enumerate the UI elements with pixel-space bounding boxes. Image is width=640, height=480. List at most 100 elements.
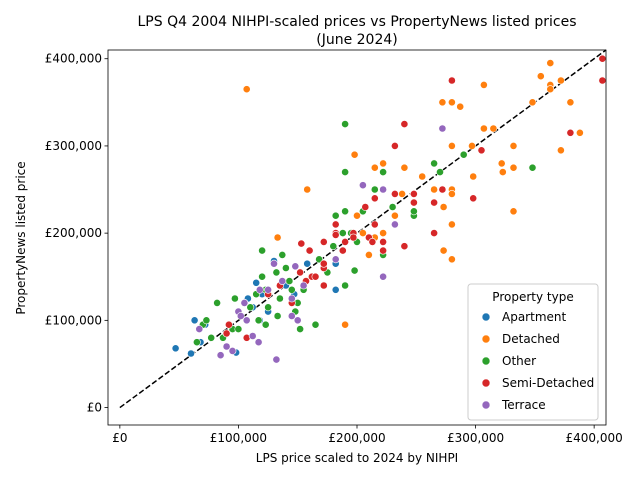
point-other-8: [230, 294, 239, 303]
x-tick-label-0: £0: [112, 431, 127, 445]
point-terrace-10: [255, 285, 264, 294]
point-detached-42: [546, 85, 555, 94]
point-other-13: [254, 316, 263, 325]
point-other-18: [264, 303, 272, 312]
point-other-31: [311, 320, 320, 329]
point-other-19: [272, 268, 281, 277]
point-other-25: [287, 285, 296, 294]
point-detached-33: [497, 159, 506, 168]
point-other-20: [273, 312, 282, 320]
point-semi-detached-23: [361, 203, 370, 211]
legend-marker-1: [481, 334, 491, 344]
point-detached-38: [528, 98, 537, 107]
legend-label-2: Other: [502, 354, 536, 368]
y-axis-label: PropertyNews listed price: [14, 161, 28, 314]
point-other-49: [388, 203, 397, 211]
y-tick-label-0: £0: [87, 401, 102, 415]
point-other-46: [370, 185, 379, 194]
x-axis-label: LPS price scaled to 2024 by NIHPI: [256, 451, 458, 465]
point-other-22: [278, 250, 287, 259]
point-other-14: [258, 246, 266, 255]
point-other-9: [234, 325, 243, 333]
point-terrace-18: [293, 316, 302, 325]
point-other-42: [350, 266, 359, 275]
point-terrace-23: [379, 272, 387, 281]
point-semi-detached-14: [319, 259, 328, 268]
point-semi-detached-29: [379, 246, 387, 255]
point-detached-15: [400, 163, 409, 172]
point-detached-27: [456, 102, 465, 111]
y-tick-label-2: £200,000: [45, 226, 102, 240]
point-terrace-25: [438, 124, 447, 133]
point-detached-43: [557, 76, 565, 85]
point-terrace-0: [195, 325, 204, 333]
x-tick-label-4: £400,000: [566, 431, 623, 445]
point-terrace-7: [242, 316, 251, 325]
chart-title-line-1: LPS Q4 2004 NIHPI-scaled prices vs Prope…: [138, 14, 577, 30]
point-detached-39: [536, 72, 545, 81]
x-tick-label-2: £200,000: [328, 431, 385, 445]
plot-area: £0 £100,000 £200,000 £300,000 £400,000 £0 £100…: [45, 49, 623, 445]
point-detached-31: [479, 124, 488, 133]
point-terrace-2: [222, 342, 231, 351]
point-apartment-2: [190, 316, 199, 325]
point-other-2: [202, 316, 211, 325]
point-detached-30: [479, 81, 488, 89]
point-detached-36: [509, 163, 518, 172]
point-detached-20: [439, 246, 448, 255]
y-tick-label-1: £100,000: [45, 313, 102, 327]
point-detached-16: [418, 172, 427, 181]
point-other-3: [207, 333, 216, 342]
point-other-52: [430, 159, 438, 168]
point-semi-detached-34: [409, 198, 418, 207]
point-semi-detached-9: [305, 246, 314, 255]
y-tick-label-3: £300,000: [45, 139, 102, 153]
point-terrace-6: [240, 298, 249, 307]
point-terrace-17: [291, 262, 300, 271]
point-semi-detached-18: [331, 230, 340, 239]
point-terrace-21: [358, 181, 367, 190]
legend-label-0: Apartment: [502, 310, 566, 324]
point-semi-detached-33: [400, 242, 409, 251]
point-semi-detached-25: [368, 237, 377, 246]
point-semi-detached-20: [341, 237, 349, 246]
reference-line: [119, 49, 607, 409]
point-semi-detached-41: [477, 146, 486, 155]
point-semi-detached-42: [566, 128, 575, 137]
point-semi-detached-31: [390, 189, 399, 198]
point-other-23: [281, 264, 290, 272]
point-detached-44: [557, 146, 565, 155]
point-semi-detached-38: [438, 185, 447, 194]
point-semi-detached-26: [370, 194, 379, 203]
point-detached-21: [447, 98, 456, 107]
point-apartment-0: [171, 344, 180, 353]
legend-label-4: Terrace: [501, 398, 546, 412]
point-semi-detached-44: [598, 76, 607, 85]
point-other-0: [192, 338, 201, 347]
point-terrace-24: [390, 220, 399, 229]
point-detached-7: [358, 229, 367, 237]
point-terrace-5: [236, 312, 245, 320]
point-terrace-22: [379, 185, 387, 194]
point-semi-detached-37: [430, 229, 438, 237]
point-terrace-16: [287, 294, 296, 303]
legend-label-1: Detached: [502, 332, 560, 346]
point-other-38: [341, 168, 349, 176]
point-other-34: [329, 242, 338, 251]
point-semi-detached-22: [349, 233, 358, 242]
point-semi-detached-7: [297, 239, 306, 248]
point-semi-detached-43: [598, 54, 607, 63]
point-detached-1: [273, 233, 282, 242]
legend: Property type Apartment Detached Other Semi-…: [467, 283, 599, 421]
point-detached-46: [576, 128, 584, 137]
point-semi-detached-11: [311, 272, 320, 281]
x-tick-label-3: £300,000: [447, 431, 504, 445]
point-detached-6: [353, 211, 361, 220]
point-detached-4: [341, 320, 349, 329]
legend-title: Property type: [492, 290, 573, 304]
point-apartment-9: [252, 278, 261, 287]
point-other-24: [285, 277, 294, 285]
point-semi-detached-30: [390, 141, 399, 150]
point-terrace-20: [331, 255, 340, 264]
